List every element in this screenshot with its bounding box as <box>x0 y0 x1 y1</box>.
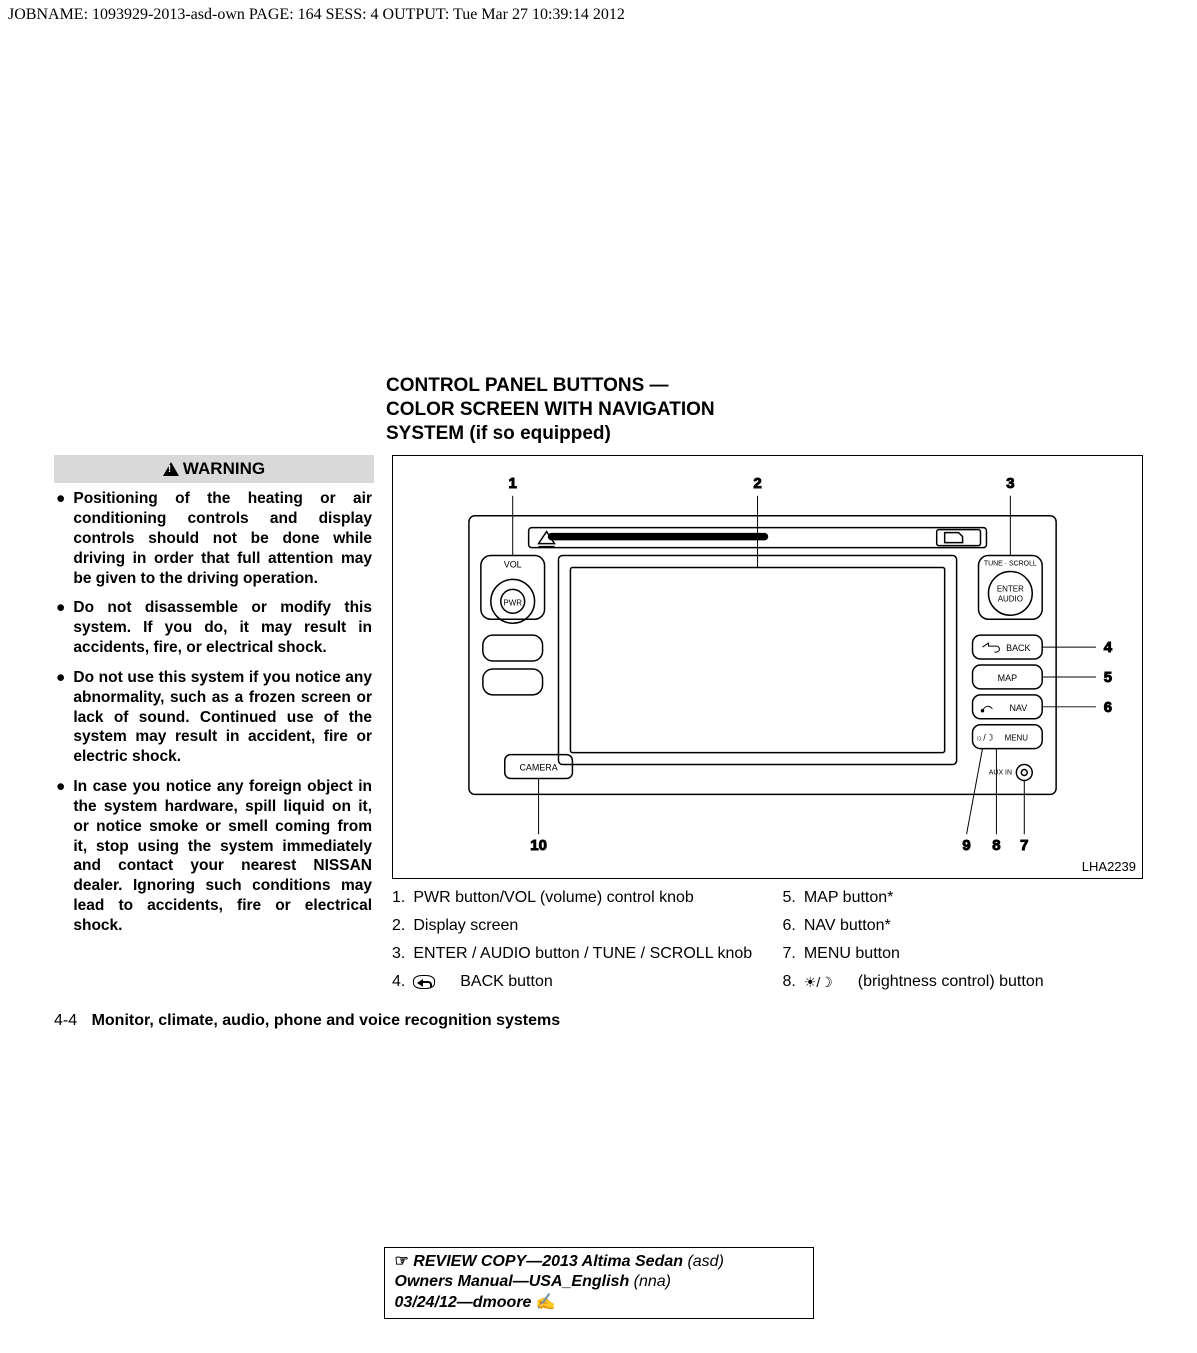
legend-num: 5. <box>783 889 796 907</box>
page-number: 4-4 <box>54 1012 77 1029</box>
review-line2: Owners Manual—USA_English (nna) <box>395 1272 803 1293</box>
legend-item: 3. ENTER / AUDIO button / TUNE / SCROLL k… <box>392 945 753 963</box>
warning-text: In case you notice any foreign object in… <box>73 777 372 936</box>
warning-item: ●Do not disassemble or modify this syste… <box>56 598 372 657</box>
svg-text:MENU: MENU <box>1005 734 1029 743</box>
warning-text: Do not disassemble or modify this system… <box>73 598 372 657</box>
legend-num: 4. <box>392 973 405 991</box>
svg-text:VOL: VOL <box>504 560 522 570</box>
svg-text:7: 7 <box>1020 837 1028 854</box>
control-panel-figure: VOL PWR CAMERA TUNE · SCROLL ENTER A <box>392 455 1143 879</box>
legend-text: Display screen <box>413 917 518 935</box>
legend-item: 5. MAP button* <box>783 889 1144 907</box>
svg-text:2: 2 <box>753 475 761 492</box>
chapter-title: Monitor, climate, audio, phone and voice… <box>92 1012 561 1029</box>
bullet-icon: ● <box>56 777 65 936</box>
svg-text:10: 10 <box>530 837 547 854</box>
legend-item: 6. NAV button* <box>783 917 1144 935</box>
svg-text:3: 3 <box>1006 475 1014 492</box>
svg-text:PWR: PWR <box>503 599 522 608</box>
svg-text:4: 4 <box>1104 639 1113 656</box>
review-italic: 2013 Altima Sedan <box>542 1253 687 1270</box>
legend-num: 8. <box>783 973 796 991</box>
warning-list: ●Positioning of the heating or air condi… <box>54 483 374 935</box>
heading-line1: CONTROL PANEL BUTTONS — <box>386 375 669 396</box>
svg-text:ENTER: ENTER <box>997 585 1024 594</box>
review-paren: (nna) <box>634 1273 671 1290</box>
bullet-icon: ● <box>56 489 65 588</box>
review-date: 03/24/12—dmoore <box>395 1294 536 1311</box>
legend-row: 1. PWR button/VOL (volume) control knob 2… <box>392 889 1143 1001</box>
review-line1: ☞ REVIEW COPY—2013 Altima Sedan (asd) <box>395 1252 803 1273</box>
control-panel-svg: VOL PWR CAMERA TUNE · SCROLL ENTER A <box>393 456 1142 878</box>
legend-text: MAP button* <box>804 889 894 907</box>
page-footer: 4-4 Monitor, climate, audio, phone and v… <box>54 1012 560 1030</box>
legend-text: NAV button* <box>804 917 891 935</box>
warning-item: ●In case you notice any foreign object i… <box>56 777 372 936</box>
warning-item: ●Positioning of the heating or air condi… <box>56 489 372 588</box>
job-header: JOBNAME: 1093929-2013-asd-own PAGE: 164 … <box>8 6 625 24</box>
svg-text:MAP: MAP <box>998 673 1017 683</box>
svg-text:☼/☽: ☼/☽ <box>975 733 994 743</box>
warning-item: ●Do not use this system if you notice an… <box>56 668 372 767</box>
svg-text:CAMERA: CAMERA <box>519 763 557 773</box>
section-heading: CONTROL PANEL BUTTONS — COLOR SCREEN WIT… <box>386 374 1143 445</box>
legend-right: 5. MAP button* 6. NAV button* 7. MENU butto… <box>783 889 1144 1001</box>
legend-num: 1. <box>392 889 405 907</box>
review-line3: 03/24/12—dmoore ✍ <box>395 1293 803 1314</box>
legend-item: 2. Display screen <box>392 917 753 935</box>
svg-text:NAV: NAV <box>1009 703 1027 713</box>
write-icon: ✍ <box>536 1294 556 1311</box>
svg-text:BACK: BACK <box>1006 643 1030 653</box>
svg-text:8: 8 <box>992 837 1000 854</box>
svg-text:9: 9 <box>962 837 970 854</box>
back-arrow-icon <box>413 975 435 989</box>
legend-item: 4. BACK button <box>392 973 753 991</box>
review-bold: Owners Manual—USA_English <box>395 1273 634 1290</box>
legend-text: MENU button <box>804 945 900 963</box>
review-paren: (asd) <box>687 1253 723 1270</box>
warning-icon <box>163 462 179 476</box>
heading-line2: COLOR SCREEN WITH NAVIGATION <box>386 399 715 420</box>
warning-column: WARNING ●Positioning of the heating or a… <box>54 455 374 1001</box>
legend-item: 1. PWR button/VOL (volume) control knob <box>392 889 753 907</box>
figure-caption: LHA2239 <box>1082 859 1136 874</box>
svg-text:AUDIO: AUDIO <box>998 595 1023 604</box>
heading-line3: SYSTEM (if so equipped) <box>386 423 611 444</box>
brightness-icon: ☀/☽ <box>804 974 833 991</box>
legend-item: 7. MENU button <box>783 945 1144 963</box>
legend-num: 2. <box>392 917 405 935</box>
legend-text: BACK button <box>460 973 553 991</box>
warning-label: WARNING <box>183 459 265 479</box>
legend-num: 6. <box>783 917 796 935</box>
svg-text:AUX IN: AUX IN <box>989 770 1012 777</box>
figure-column: VOL PWR CAMERA TUNE · SCROLL ENTER A <box>392 455 1143 1001</box>
page-content: CONTROL PANEL BUTTONS — COLOR SCREEN WIT… <box>54 374 1143 1001</box>
legend-text: (brightness control) button <box>858 973 1044 991</box>
svg-text:1: 1 <box>509 475 517 492</box>
legend-item: 8. ☀/☽ (brightness control) button <box>783 973 1144 991</box>
svg-text:TUNE · SCROLL: TUNE · SCROLL <box>984 561 1037 568</box>
warning-text: Positioning of the heating or air condit… <box>73 489 372 588</box>
review-copy-box: ☞ REVIEW COPY—2013 Altima Sedan (asd) Ow… <box>384 1247 814 1319</box>
bullet-icon: ● <box>56 668 65 767</box>
warning-header: WARNING <box>54 455 374 483</box>
review-bold: REVIEW COPY— <box>413 1253 542 1270</box>
warning-text: Do not use this system if you notice any… <box>73 668 372 767</box>
legend-text: PWR button/VOL (volume) control knob <box>413 889 693 907</box>
bullet-icon: ● <box>56 598 65 657</box>
legend-text: ENTER / AUDIO button / TUNE / SCROLL kno… <box>413 945 752 963</box>
legend-num: 7. <box>783 945 796 963</box>
svg-text:6: 6 <box>1104 699 1112 716</box>
legend-left: 1. PWR button/VOL (volume) control knob 2… <box>392 889 753 1001</box>
svg-text:5: 5 <box>1104 669 1112 686</box>
legend-num: 3. <box>392 945 405 963</box>
pointer-icon: ☞ <box>395 1253 414 1270</box>
